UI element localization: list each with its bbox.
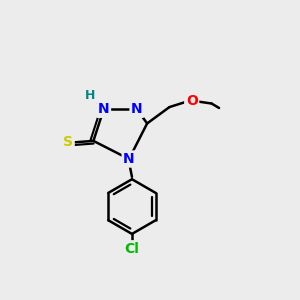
Text: H: H xyxy=(85,89,95,102)
Text: N: N xyxy=(98,102,109,116)
Text: Cl: Cl xyxy=(124,242,140,256)
Text: N: N xyxy=(123,152,135,166)
Text: O: O xyxy=(186,94,198,108)
Text: N: N xyxy=(131,102,143,116)
Text: S: S xyxy=(63,135,73,149)
